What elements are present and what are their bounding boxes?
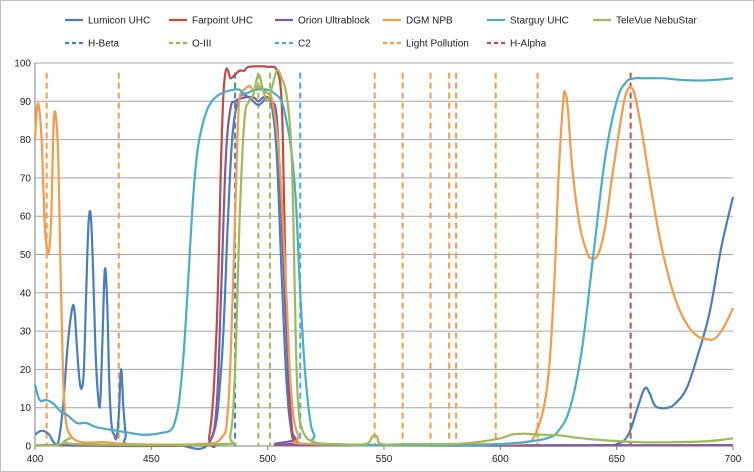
y-tick-label: 40 [20,288,32,299]
legend-item: Farpoint UHC [169,16,253,27]
y-tick-label: 60 [20,212,32,223]
legend-item: Light Pollution [383,39,469,50]
legend-item: Orion Ultrablock [275,16,371,27]
x-tick-label: 500 [259,454,276,465]
y-tick-label: 10 [20,403,32,414]
y-tick-label: 0 [25,442,31,453]
legend-label: Orion Ultrablock [298,16,371,27]
y-tick-label: 20 [20,365,32,376]
legend-label: Starguy UHC [510,16,569,27]
legend-item: DGM NPB [383,16,453,27]
legend-item: H-Beta [65,39,120,50]
legend-label: Lumicon UHC [88,16,150,27]
legend-item: Lumicon UHC [65,16,150,27]
x-tick-label: 400 [27,454,44,465]
x-tick-label: 650 [608,454,625,465]
x-tick-label: 450 [143,454,160,465]
y-tick-label: 80 [20,135,32,146]
series-line-televue-nebustar [34,69,734,447]
y-tick-label: 30 [20,327,32,338]
legend-item: H-Alpha [487,39,547,50]
legend-item: TeleVue NebuStar [593,16,697,27]
x-tick-label: 700 [725,454,742,465]
legend-label: H-Alpha [510,39,547,50]
x-tick-label: 550 [376,454,393,465]
series-line-starguy-uhc [33,76,734,447]
series-line-orion-ultrablock [34,95,734,448]
legend-label: Farpoint UHC [192,16,253,27]
series-line-dgm-npb [33,84,734,447]
legend-item: O-III [169,39,211,50]
legend-label: C2 [298,39,311,50]
legend-label: O-III [192,39,211,50]
y-tick-label: 90 [20,97,32,108]
legend-label: H-Beta [88,39,120,50]
legend-label: Light Pollution [406,39,469,50]
legend-label: TeleVue NebuStar [616,16,697,27]
series-line-farpoint-uhc [34,65,734,448]
y-tick-label: 70 [20,173,32,184]
x-tick-label: 600 [492,454,509,465]
legend-item: Starguy UHC [487,16,569,27]
legend-item: C2 [275,39,311,50]
y-tick-label: 100 [14,59,31,70]
legend-label: DGM NPB [406,16,453,27]
y-tick-label: 50 [20,250,32,261]
